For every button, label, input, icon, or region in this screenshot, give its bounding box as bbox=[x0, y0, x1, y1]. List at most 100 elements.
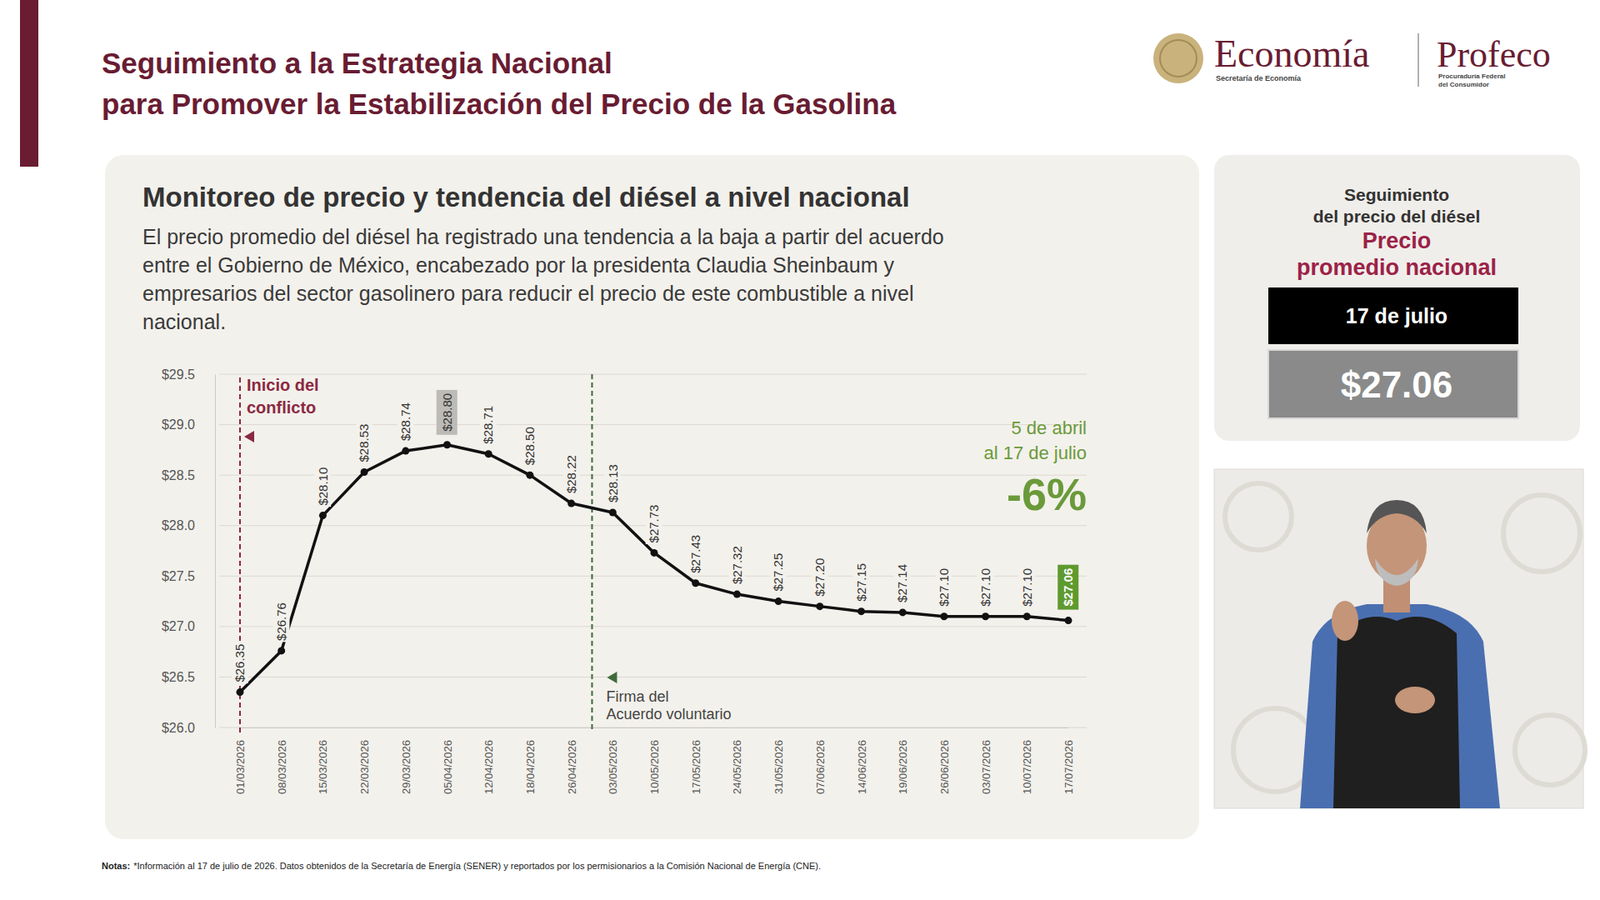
annotation-arrow bbox=[244, 430, 255, 443]
data-label-bg bbox=[728, 545, 745, 586]
x-tick: 17/07/2026 bbox=[1062, 727, 1075, 795]
logo-economia-sub: Secretaría de Economía bbox=[1215, 74, 1302, 83]
data-label-text: $27.14 bbox=[895, 564, 910, 603]
interpreter-vest bbox=[1333, 616, 1460, 809]
chart-title: Monitoreo de precio y tendencia del diés… bbox=[142, 181, 910, 213]
price-point bbox=[899, 608, 907, 616]
data-label-bg bbox=[397, 401, 415, 443]
annotation-value: -6% bbox=[1006, 469, 1087, 520]
x-tick: 10/07/2026 bbox=[1020, 727, 1034, 795]
data-labels: $26.35$26.76$28.10$28.53$28.74$28.80$28.… bbox=[231, 390, 1080, 684]
x-tick-label: 17/05/2026 bbox=[690, 740, 703, 795]
price-point bbox=[277, 646, 285, 655]
annotation-arrow bbox=[606, 671, 617, 684]
x-tick-label: 05/04/2026 bbox=[441, 740, 455, 795]
annotation-text: 5 de abril bbox=[1010, 417, 1087, 439]
x-tick-label: 10/05/2026 bbox=[648, 740, 661, 795]
data-label-bg bbox=[562, 454, 580, 495]
x-tick-label: 22/03/2026 bbox=[358, 740, 371, 795]
x-tick: 29/03/2026 bbox=[400, 727, 413, 795]
data-label-bg bbox=[811, 556, 829, 598]
price-point bbox=[567, 500, 575, 508]
x-tick: 10/05/2026 bbox=[648, 727, 661, 795]
annotation-text: Firma del bbox=[605, 688, 669, 705]
data-label-bg bbox=[852, 561, 870, 603]
interpreter-hair bbox=[1366, 500, 1427, 534]
data-label-bg bbox=[1018, 566, 1035, 608]
x-axis: 01/03/202608/03/202615/03/202622/03/2026… bbox=[234, 727, 1075, 795]
data-label-text: $27.06 bbox=[1060, 568, 1075, 607]
side-panel-bg bbox=[1214, 155, 1580, 441]
price-point bbox=[485, 450, 493, 458]
data-label-text: $27.32 bbox=[730, 545, 745, 585]
x-tick: 17/05/2026 bbox=[690, 727, 703, 795]
x-tick: 15/03/2026 bbox=[316, 727, 330, 795]
data-label-text: $27.20 bbox=[812, 558, 827, 597]
price-point bbox=[443, 440, 451, 449]
data-label: $27.25 bbox=[770, 551, 787, 593]
data-label: $27.20 bbox=[811, 556, 829, 598]
y-tick: $29.5 bbox=[161, 367, 215, 382]
annotation-text: al 17 de julio bbox=[983, 442, 1087, 464]
data-label: $27.15 bbox=[852, 561, 870, 603]
data-label-text: $28.71 bbox=[480, 405, 495, 445]
data-label: $27.10 bbox=[935, 566, 953, 608]
data-label: $28.71 bbox=[480, 404, 497, 445]
data-label-text: $27.10 bbox=[978, 568, 993, 607]
price-point bbox=[319, 511, 327, 520]
series bbox=[236, 440, 1073, 696]
x-tick: 18/04/2026 bbox=[524, 727, 537, 795]
side-highlight: Precio bbox=[1362, 228, 1432, 254]
data-label: $27.43 bbox=[686, 533, 704, 575]
price-text: $27.06 bbox=[1340, 364, 1454, 405]
video-bg bbox=[1214, 469, 1584, 809]
price-point bbox=[525, 471, 534, 480]
y-axis-line bbox=[215, 375, 216, 729]
data-label-bg bbox=[521, 425, 539, 467]
x-tick: 01/03/2026 bbox=[234, 727, 247, 795]
page-title: para Promover la Estabilización del Prec… bbox=[101, 87, 897, 120]
data-label-text: $26.76 bbox=[274, 602, 289, 641]
x-tick-label: 17/07/2026 bbox=[1062, 740, 1075, 795]
grid-line bbox=[219, 424, 1087, 425]
x-tick-label: 31/05/2026 bbox=[772, 740, 785, 795]
price-point bbox=[857, 607, 865, 615]
grid-line bbox=[219, 374, 1087, 375]
interpreter-beard bbox=[1375, 558, 1419, 586]
data-label-text: $28.10 bbox=[315, 467, 330, 506]
y-tick: $26.5 bbox=[161, 670, 215, 685]
data-label-text: $28.80 bbox=[440, 393, 455, 432]
x-tick: 31/05/2026 bbox=[772, 727, 785, 795]
data-label: $27.10 bbox=[1018, 566, 1035, 608]
price-point bbox=[1023, 612, 1031, 620]
page-title: Seguimiento a la Estrategia Nacional bbox=[101, 46, 613, 80]
data-label-text: $26.35 bbox=[232, 644, 247, 683]
data-label-bg bbox=[935, 566, 953, 608]
data-label-bg bbox=[231, 642, 249, 684]
x-tick: 26/06/2026 bbox=[938, 727, 951, 795]
logo-profeco-sub: del Consumidor bbox=[1438, 80, 1490, 89]
chart-subtitle: empresarios del sector gasolinero para r… bbox=[142, 281, 914, 305]
logo-profeco: Profeco bbox=[1436, 34, 1551, 75]
x-tick: 24/05/2026 bbox=[730, 727, 744, 795]
data-label-text: $28.13 bbox=[605, 464, 620, 503]
price-point bbox=[236, 688, 245, 696]
x-tick-label: 03/07/2026 bbox=[980, 740, 993, 795]
x-tick: 19/06/2026 bbox=[896, 727, 910, 795]
data-label-text: $27.10 bbox=[936, 568, 951, 607]
date-text: 17 de julio bbox=[1345, 304, 1448, 328]
y-tick: $26.0 bbox=[161, 720, 215, 735]
x-tick: 03/07/2026 bbox=[980, 727, 993, 795]
video-pattern bbox=[1503, 495, 1580, 572]
x-tick-label: 12/04/2026 bbox=[482, 740, 495, 795]
annotation-text: Inicio del bbox=[246, 375, 320, 395]
side-heading: del precio del diésel bbox=[1313, 206, 1481, 226]
annotations: Inicio delconflictoFirma delAcuerdo volu… bbox=[240, 374, 1087, 735]
data-label-bg bbox=[480, 404, 497, 445]
y-tick: $29.0 bbox=[161, 417, 215, 432]
x-tick-label: 10/07/2026 bbox=[1020, 740, 1034, 795]
chart-subtitle: nacional. bbox=[142, 310, 226, 334]
x-tick: 22/03/2026 bbox=[358, 727, 371, 795]
data-label-bg bbox=[645, 503, 663, 545]
logo-economia: Economía bbox=[1214, 32, 1370, 75]
